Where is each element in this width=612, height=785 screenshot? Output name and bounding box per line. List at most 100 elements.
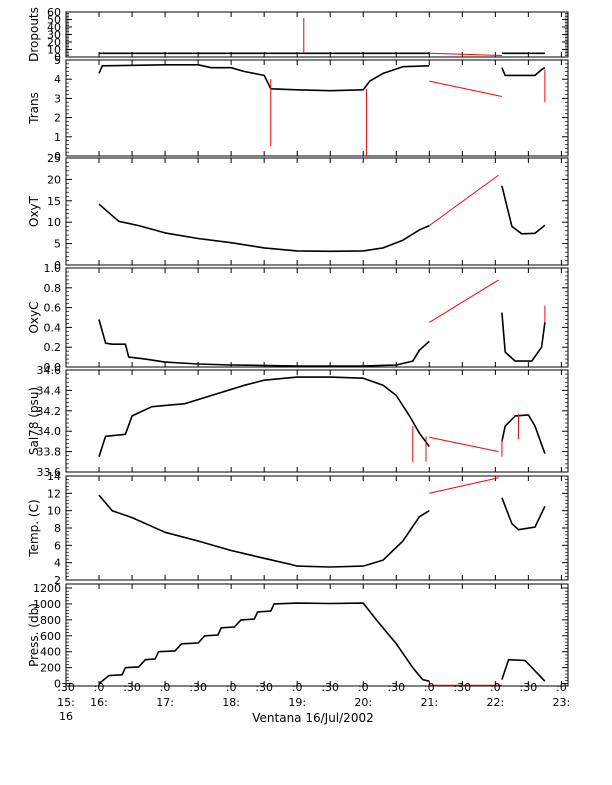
y-tick-label: 34.0 — [37, 425, 62, 438]
x-tick-label: 18: — [222, 696, 240, 709]
series-line — [98, 203, 430, 253]
y-tick-label: 8 — [54, 522, 61, 535]
panel-frame — [65, 59, 569, 157]
x-tick-label: :30 — [255, 681, 273, 694]
panel-frame — [65, 267, 569, 368]
x-tick-label: :30 — [123, 681, 141, 694]
series-line — [501, 497, 546, 531]
series-line — [501, 658, 546, 682]
y-tick-label: 5 — [54, 54, 61, 67]
interp-line — [429, 174, 499, 227]
y-tick-label: 0.2 — [44, 341, 62, 354]
x-tick-label: :0 — [94, 681, 105, 694]
y-tick-label: 34.6 — [37, 364, 62, 377]
panel-sal78: 33.6 33.8 34.0 34.2 34.4 34.6 Sal78 (psu) — [27, 364, 569, 479]
y-tick-label: 40 — [47, 21, 61, 34]
panel-oxyc: 0.0 0.2 0.4 0.6 0.8 1.0 OxyC — [27, 262, 569, 374]
y-tick-label: 6 — [54, 539, 61, 552]
y-tick-label: 20 — [47, 173, 61, 186]
y-tick-label: 1.0 — [44, 262, 62, 275]
y-tick-label: 25 — [47, 152, 61, 165]
y-tick-label: 0 — [54, 678, 61, 691]
series-line — [98, 602, 430, 685]
x-tick-label: 15: — [57, 696, 75, 709]
interp-line — [429, 52, 502, 56]
x-axis: :30 15:16:0 16::30:0 17::30:0 18::30:0 19::30… — [57, 681, 570, 723]
y-tick-label: 0.8 — [44, 282, 62, 295]
series-line — [98, 64, 430, 92]
y-tick-label: 33.8 — [37, 446, 62, 459]
y-tick-label: 1000 — [33, 598, 61, 611]
y-axis-label: Press. (db) — [27, 603, 41, 667]
panel-oxyt: 0 5 10 15 20 25 OxyT — [27, 152, 569, 272]
y-tick-label: 0.4 — [44, 321, 62, 334]
x-tick-label: 21: — [420, 696, 438, 709]
panel-frame — [65, 369, 569, 473]
y-tick-label: 0 — [54, 51, 61, 64]
x-tick-label: :0 — [424, 681, 435, 694]
x-tick-label: 16 — [59, 710, 73, 723]
x-tick-label: :0 — [226, 681, 237, 694]
series-line — [501, 414, 546, 454]
panel-frame — [65, 11, 569, 58]
y-tick-label: 10 — [47, 216, 61, 229]
y-tick-label: 34.4 — [37, 384, 62, 397]
y-axis-label: Sal78 (psu) — [27, 387, 41, 455]
interp-line — [429, 279, 499, 323]
y-axis-label: OxyC — [27, 301, 41, 333]
y-tick-label: 60 — [47, 6, 61, 19]
y-tick-label: 2 — [54, 112, 61, 125]
y-tick-label: 12 — [47, 487, 61, 500]
interp-line — [429, 436, 499, 453]
y-tick-label: 33.6 — [37, 466, 62, 479]
y-tick-label: 5 — [54, 238, 61, 251]
y-tick-label: 1200 — [33, 582, 61, 595]
panels: 0102030405060Dropouts012345Trans05101520… — [27, 6, 569, 691]
y-tick-label: 0 — [54, 150, 61, 163]
y-axis-label: Temp. (C) — [27, 499, 41, 557]
x-tick-label: :0 — [556, 681, 567, 694]
y-tick-label: 800 — [40, 614, 61, 627]
x-tick-label: 17: — [156, 696, 174, 709]
y-tick-label: 600 — [40, 630, 61, 643]
y-tick-label: 3 — [54, 92, 61, 105]
y-tick-label: 2 — [54, 574, 61, 587]
y-tick-label: 0.0 — [44, 361, 62, 374]
x-tick-label: :0 — [292, 681, 303, 694]
y-tick-label: 400 — [40, 646, 61, 659]
y-tick-label: 14 — [47, 470, 61, 483]
x-tick-label: :30 — [387, 681, 405, 694]
y-axis-label: Dropouts — [27, 7, 41, 62]
y-tick-label: 4 — [54, 557, 61, 570]
y-tick-label: 30 — [47, 29, 61, 42]
series-line — [98, 376, 430, 457]
y-tick-label: 34.2 — [37, 405, 62, 418]
x-tick-label: :30 — [520, 681, 538, 694]
x-tick-label: :0 — [358, 681, 369, 694]
series-line — [501, 185, 546, 235]
panel-temp: 2 4 6 8 10 12 14 Temp. (C) — [27, 470, 569, 587]
y-axis-label: OxyT — [27, 195, 41, 227]
y-tick-label: 1 — [54, 131, 61, 144]
x-tick-label: :0 — [160, 681, 171, 694]
series-line — [501, 312, 546, 362]
x-tick-label: 19: — [288, 696, 306, 709]
y-tick-label: 10 — [47, 44, 61, 57]
x-axis-label: Ventana 16/Jul/2002 — [252, 711, 373, 725]
panel-frame — [65, 583, 569, 687]
y-tick-label: 50 — [47, 14, 61, 27]
x-tick-label: 23: — [553, 696, 571, 709]
y-tick-label: 15 — [47, 195, 61, 208]
y-axis-label: Trans — [27, 92, 41, 125]
x-tick-label: 22: — [486, 696, 504, 709]
series-line — [98, 494, 430, 568]
y-tick-label: 200 — [40, 662, 61, 675]
x-tick-label: 20: — [354, 696, 372, 709]
y-tick-label: 4 — [54, 73, 61, 86]
panel-trans: 0 1 2 3 4 5 Trans — [27, 54, 569, 163]
panel-press: 0 200 400 600 800 1000 1200 Press. (db) — [27, 582, 569, 691]
panel-frame — [65, 157, 569, 266]
x-tick-label: 16: — [90, 696, 108, 709]
